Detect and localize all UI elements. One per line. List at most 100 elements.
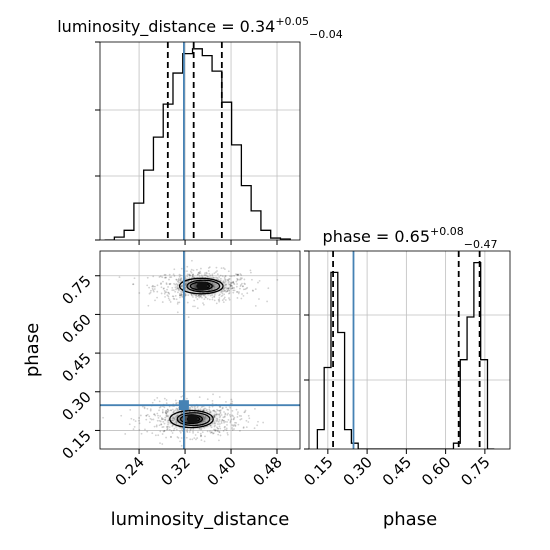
sample-point <box>232 415 235 418</box>
sample-point <box>258 279 261 282</box>
sample-point <box>211 431 213 434</box>
sample-point <box>146 276 149 279</box>
hist2-xtick-label: 0.60 <box>418 453 454 489</box>
sample-point <box>222 416 225 419</box>
sample-point <box>236 279 239 281</box>
sample-point <box>188 431 191 433</box>
sample-point <box>232 281 235 284</box>
sample-point <box>244 283 246 286</box>
sample-point <box>173 275 176 277</box>
sample-point <box>196 268 198 271</box>
sample-point <box>258 298 260 300</box>
histogram-bin <box>338 333 345 449</box>
sample-point <box>163 273 166 276</box>
sample-point <box>231 429 234 431</box>
sample-point <box>235 280 238 283</box>
density-peak <box>187 415 198 424</box>
sample-point <box>224 428 226 431</box>
sample-point <box>233 416 236 419</box>
sample-point <box>158 419 161 422</box>
hist2-title-sup: +0.08 <box>430 225 464 238</box>
sample-point <box>206 398 209 401</box>
hist2-steps <box>316 261 495 449</box>
density-xtick-label: 0.48 <box>249 453 285 489</box>
hist2-xtick-label: 0.15 <box>300 453 336 489</box>
sample-point <box>150 289 152 292</box>
sample-point <box>209 431 212 434</box>
sample-point <box>161 276 164 279</box>
sample-point <box>240 284 242 286</box>
sample-point <box>160 292 163 295</box>
sample-point <box>148 415 151 418</box>
sample-point <box>200 267 202 270</box>
sample-point <box>164 276 167 279</box>
sample-point <box>221 407 224 410</box>
sample-point <box>276 279 279 281</box>
sample-point <box>237 411 239 414</box>
sample-point <box>225 427 228 430</box>
sample-point <box>188 273 191 276</box>
sample-point <box>159 415 162 417</box>
sample-point <box>186 397 188 400</box>
histogram-bin <box>251 211 261 240</box>
sample-point <box>164 273 167 276</box>
sample-point <box>225 406 228 409</box>
sample-point <box>138 429 141 431</box>
sample-point <box>232 418 235 421</box>
sample-point <box>167 297 170 300</box>
sample-point <box>236 297 239 299</box>
sample-point <box>232 280 235 283</box>
sample-point <box>243 411 246 414</box>
sample-point <box>226 424 228 426</box>
sample-point <box>232 291 235 294</box>
sample-point <box>242 285 244 288</box>
sample-point <box>143 406 146 409</box>
sample-point <box>201 431 204 433</box>
sample-point <box>156 296 158 299</box>
sample-point <box>200 435 202 438</box>
sample-point <box>153 425 156 428</box>
sample-point <box>153 413 156 416</box>
sample-point <box>237 274 239 277</box>
sample-point <box>221 299 224 302</box>
sample-point <box>229 406 231 409</box>
sample-point <box>145 418 148 421</box>
sample-point <box>163 429 166 432</box>
sample-point <box>254 304 257 307</box>
hist2-xticks: 0.15 0.30 0.45 0.60 0.75 <box>300 449 494 489</box>
histogram-bin <box>467 317 474 449</box>
sample-point <box>218 431 221 433</box>
hist1-title-sub: −0.04 <box>309 28 343 41</box>
sample-point <box>139 414 142 417</box>
sample-point <box>178 275 181 278</box>
sample-point <box>163 292 166 295</box>
sample-point <box>156 284 159 287</box>
sample-point <box>225 429 228 431</box>
sample-point <box>179 294 181 297</box>
sample-point <box>200 434 202 437</box>
sample-point <box>181 295 184 298</box>
sample-point <box>168 299 171 301</box>
sample-point <box>239 418 242 421</box>
sample-point <box>245 426 248 429</box>
sample-point <box>254 407 256 410</box>
hist-luminosity-distance-panel: luminosity_distance = 0.34+0.05−0.04 <box>57 15 343 245</box>
sample-point <box>153 413 155 416</box>
sample-point <box>151 285 154 288</box>
sample-point <box>171 289 174 292</box>
sample-point <box>161 433 164 435</box>
sample-point <box>218 396 221 398</box>
sample-point <box>246 286 249 289</box>
sample-point <box>212 432 215 435</box>
sample-point <box>215 302 218 305</box>
sample-point <box>223 411 225 413</box>
sample-point <box>165 291 168 294</box>
sample-point <box>211 298 214 301</box>
sample-point <box>151 287 154 290</box>
sample-point <box>230 281 233 284</box>
sample-point <box>223 426 226 429</box>
sample-point <box>192 269 195 272</box>
density-xtick-label: 0.32 <box>158 453 194 489</box>
sample-point <box>149 417 152 420</box>
sample-point <box>227 418 230 421</box>
